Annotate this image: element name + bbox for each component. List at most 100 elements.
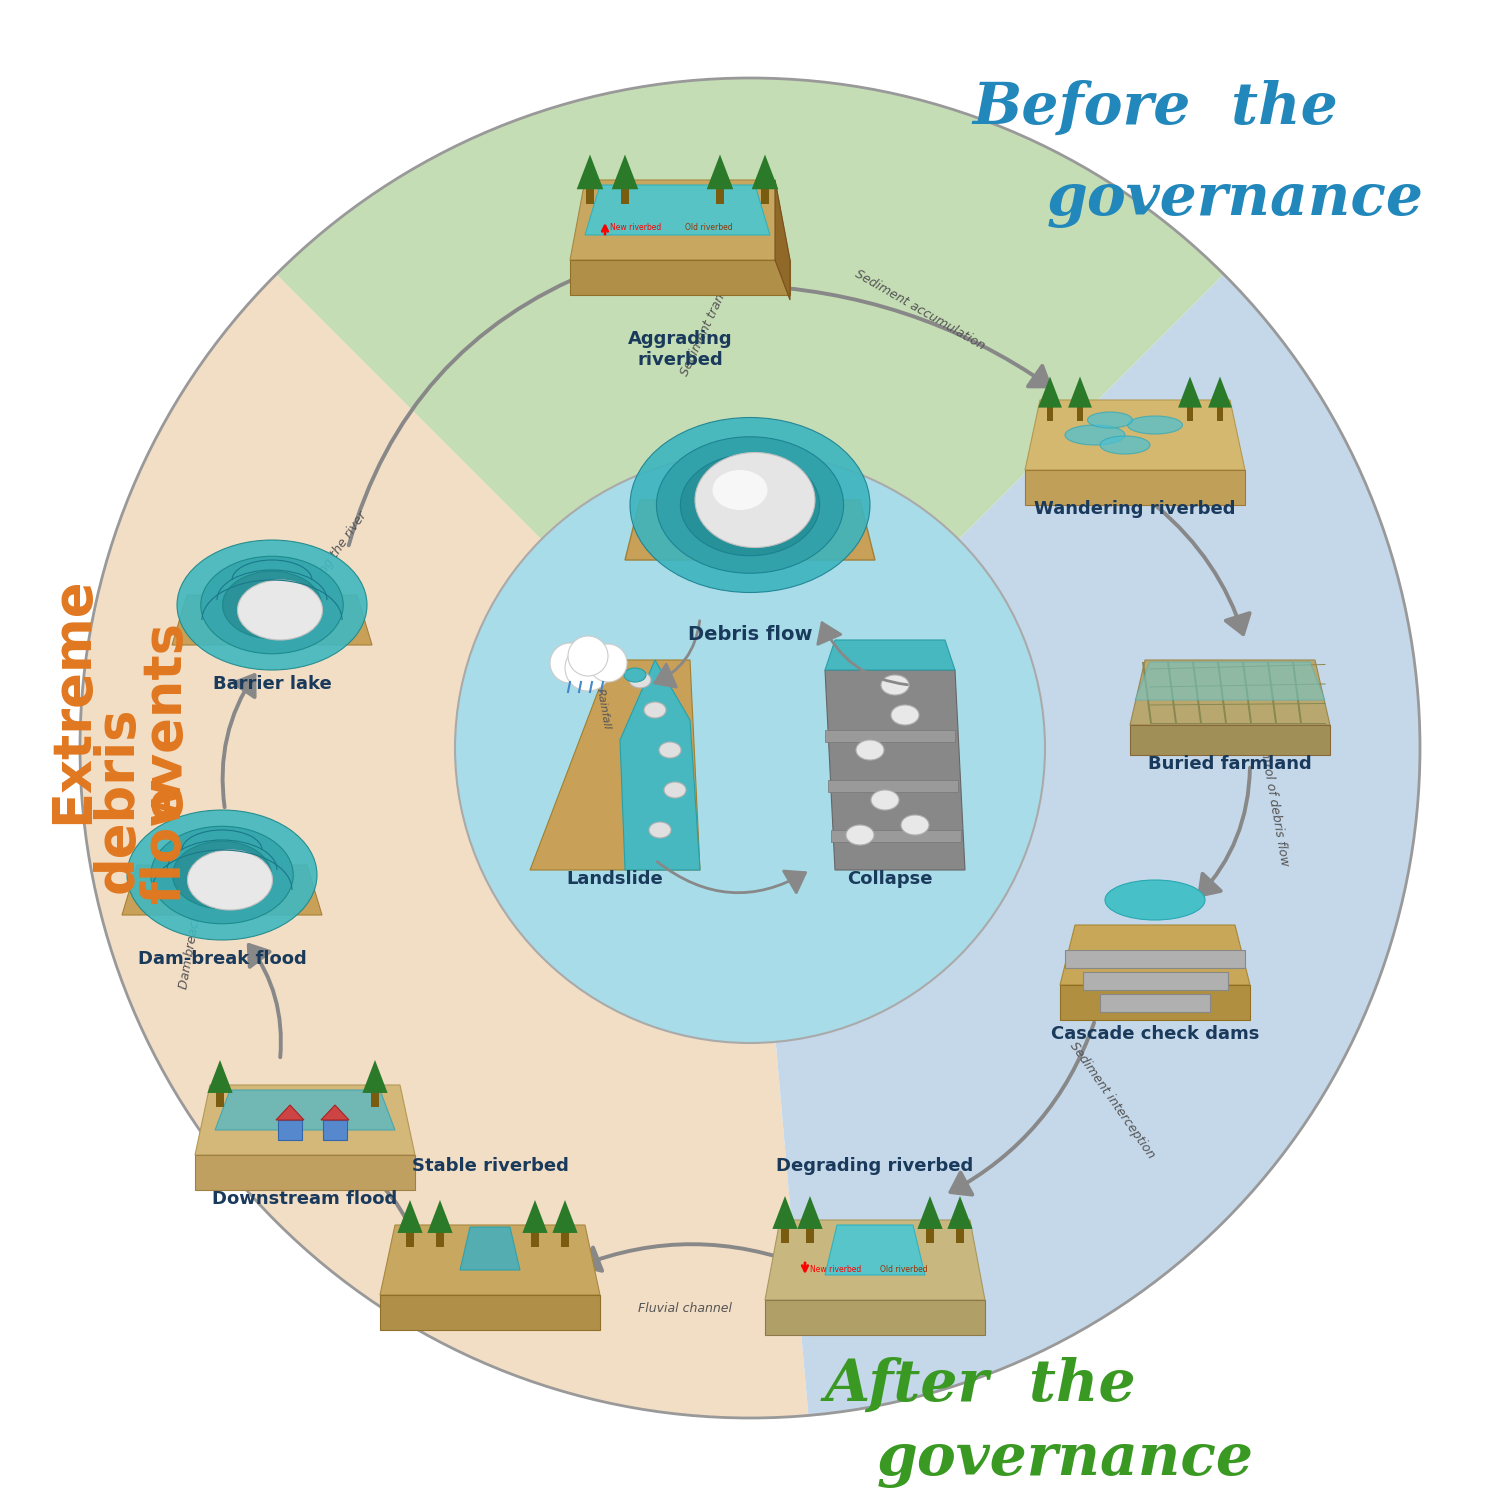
Polygon shape <box>1178 377 1202 407</box>
Text: Sediment interception: Sediment interception <box>1066 1039 1156 1160</box>
Polygon shape <box>1038 377 1062 407</box>
FancyArrowPatch shape <box>580 1244 807 1271</box>
FancyArrowPatch shape <box>348 265 594 545</box>
Polygon shape <box>765 1299 986 1335</box>
Ellipse shape <box>150 826 294 924</box>
Polygon shape <box>957 1223 963 1243</box>
Polygon shape <box>398 1201 423 1234</box>
Ellipse shape <box>650 822 670 838</box>
Ellipse shape <box>630 418 870 593</box>
Text: Debris flow: Debris flow <box>687 626 813 644</box>
Polygon shape <box>772 1196 798 1229</box>
Circle shape <box>590 644 627 683</box>
Text: governance: governance <box>1047 172 1424 228</box>
Ellipse shape <box>628 672 651 689</box>
Polygon shape <box>363 1060 387 1093</box>
Circle shape <box>550 644 590 683</box>
Ellipse shape <box>644 702 666 719</box>
Polygon shape <box>380 1225 600 1295</box>
Text: debris: debris <box>92 707 144 894</box>
Polygon shape <box>1242 662 1252 723</box>
Text: flow: flow <box>140 777 190 903</box>
Polygon shape <box>1136 662 1324 701</box>
Polygon shape <box>626 500 874 560</box>
Polygon shape <box>1216 403 1224 421</box>
Text: Dam breaching: Dam breaching <box>177 894 207 991</box>
Text: After  the: After the <box>824 1356 1136 1413</box>
Polygon shape <box>831 829 962 841</box>
Polygon shape <box>1060 925 1250 985</box>
Polygon shape <box>531 1228 538 1247</box>
Polygon shape <box>612 154 639 189</box>
FancyArrowPatch shape <box>249 945 280 1057</box>
Ellipse shape <box>846 825 874 844</box>
Ellipse shape <box>128 810 316 940</box>
Polygon shape <box>1065 951 1245 969</box>
Polygon shape <box>216 1087 223 1106</box>
Ellipse shape <box>1128 416 1182 434</box>
Ellipse shape <box>902 814 928 835</box>
Polygon shape <box>1292 662 1302 723</box>
Ellipse shape <box>1106 880 1204 921</box>
Ellipse shape <box>871 790 898 810</box>
Ellipse shape <box>564 668 586 683</box>
Ellipse shape <box>1088 412 1132 428</box>
Circle shape <box>566 645 610 692</box>
Text: Sediment transport: Sediment transport <box>678 262 741 377</box>
Wedge shape <box>276 78 1224 748</box>
Ellipse shape <box>172 841 272 909</box>
Text: Old riverbed: Old riverbed <box>880 1265 927 1274</box>
Text: New riverbed: New riverbed <box>610 223 662 232</box>
Polygon shape <box>620 660 701 870</box>
FancyBboxPatch shape <box>322 1120 346 1141</box>
Text: Barrier lake: Barrier lake <box>213 675 332 693</box>
Polygon shape <box>948 1196 972 1229</box>
Polygon shape <box>586 183 594 204</box>
Polygon shape <box>760 183 770 204</box>
Polygon shape <box>172 594 372 645</box>
Text: Aggrading
riverbed: Aggrading riverbed <box>627 329 732 368</box>
Circle shape <box>454 454 1046 1043</box>
Polygon shape <box>807 1223 813 1243</box>
Polygon shape <box>552 1201 578 1234</box>
Polygon shape <box>752 154 778 189</box>
Polygon shape <box>828 780 958 792</box>
Text: Sediment accumulation: Sediment accumulation <box>852 268 987 353</box>
Polygon shape <box>195 1156 416 1190</box>
Polygon shape <box>1216 662 1227 723</box>
Polygon shape <box>825 671 964 870</box>
Polygon shape <box>918 1196 942 1229</box>
Ellipse shape <box>856 740 883 760</box>
Ellipse shape <box>712 470 768 510</box>
Ellipse shape <box>188 850 273 910</box>
Text: New riverbed: New riverbed <box>810 1265 861 1274</box>
Text: Stable riverbed: Stable riverbed <box>411 1157 568 1175</box>
Polygon shape <box>776 180 790 299</box>
Polygon shape <box>825 641 956 671</box>
FancyArrowPatch shape <box>742 284 1050 386</box>
Polygon shape <box>782 1223 789 1243</box>
Polygon shape <box>1268 662 1276 723</box>
Ellipse shape <box>880 675 909 695</box>
Polygon shape <box>1192 662 1202 723</box>
Wedge shape <box>750 274 1420 1416</box>
Polygon shape <box>927 1223 933 1243</box>
FancyArrowPatch shape <box>222 675 255 807</box>
Ellipse shape <box>1065 425 1125 445</box>
Polygon shape <box>530 660 700 870</box>
Polygon shape <box>406 1228 414 1247</box>
Polygon shape <box>207 1060 232 1093</box>
Text: Wandering riverbed: Wandering riverbed <box>1035 500 1236 518</box>
Polygon shape <box>706 154 734 189</box>
Polygon shape <box>195 1085 416 1156</box>
Text: Collapse: Collapse <box>847 870 933 888</box>
FancyArrowPatch shape <box>951 1022 1094 1195</box>
Text: Blocking the river: Blocking the river <box>296 509 369 606</box>
Polygon shape <box>460 1228 520 1269</box>
Ellipse shape <box>594 663 616 677</box>
Polygon shape <box>621 183 628 204</box>
Polygon shape <box>380 1295 600 1329</box>
Text: Old riverbed: Old riverbed <box>686 223 732 232</box>
Polygon shape <box>585 186 770 235</box>
Polygon shape <box>570 260 790 295</box>
